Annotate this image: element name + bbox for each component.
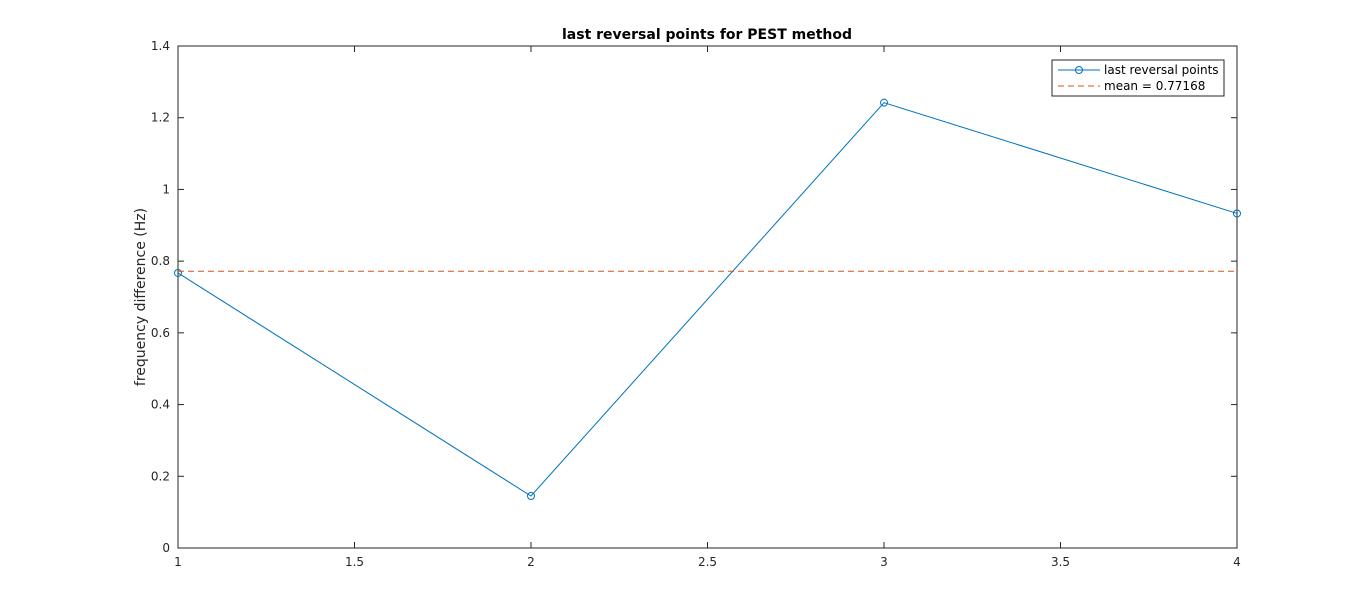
x-tick-label: 1 [174, 555, 182, 569]
y-tick-label: 1.2 [151, 111, 170, 125]
chart-title: last reversal points for PEST method [562, 27, 852, 43]
series-line [177, 102, 1238, 497]
y-tick-label: 0 [162, 541, 170, 555]
y-tick-label: 0.4 [151, 398, 170, 412]
y-tick-label: 0.2 [151, 469, 170, 483]
legend-entry-label: last reversal points [1104, 63, 1219, 77]
y-tick-label: 1.4 [151, 39, 170, 53]
x-tick-label: 3.5 [1051, 555, 1070, 569]
axes-box [177, 45, 1238, 549]
y-axis-label: frequency difference (Hz) [133, 208, 149, 386]
x-tick-label: 4 [1233, 555, 1241, 569]
data-point [527, 492, 535, 501]
y-tick-label: 0.8 [151, 254, 170, 268]
data-point [880, 98, 888, 107]
x-tick-label: 3 [880, 555, 888, 569]
y-tick-label: 0.6 [151, 326, 170, 340]
data-point [1233, 209, 1241, 218]
y-tick-label: 1 [162, 182, 170, 196]
x-tick-label: 2.5 [698, 555, 717, 569]
x-tick-label: 2 [527, 555, 535, 569]
data-point [174, 268, 182, 277]
legend: last reversal points mean = 0.77168 [1051, 59, 1225, 97]
x-tick-label: 1.5 [345, 555, 364, 569]
legend-entry-label: mean = 0.77168 [1104, 79, 1205, 93]
legend-box [1051, 59, 1225, 97]
plot-area: 1 1.5 2 2.5 3 3.5 4 0 0.2 0.4 0.6 0.8 1 1.2 1.4 [151, 39, 1241, 569]
legend-swatch-marker [1075, 66, 1083, 74]
